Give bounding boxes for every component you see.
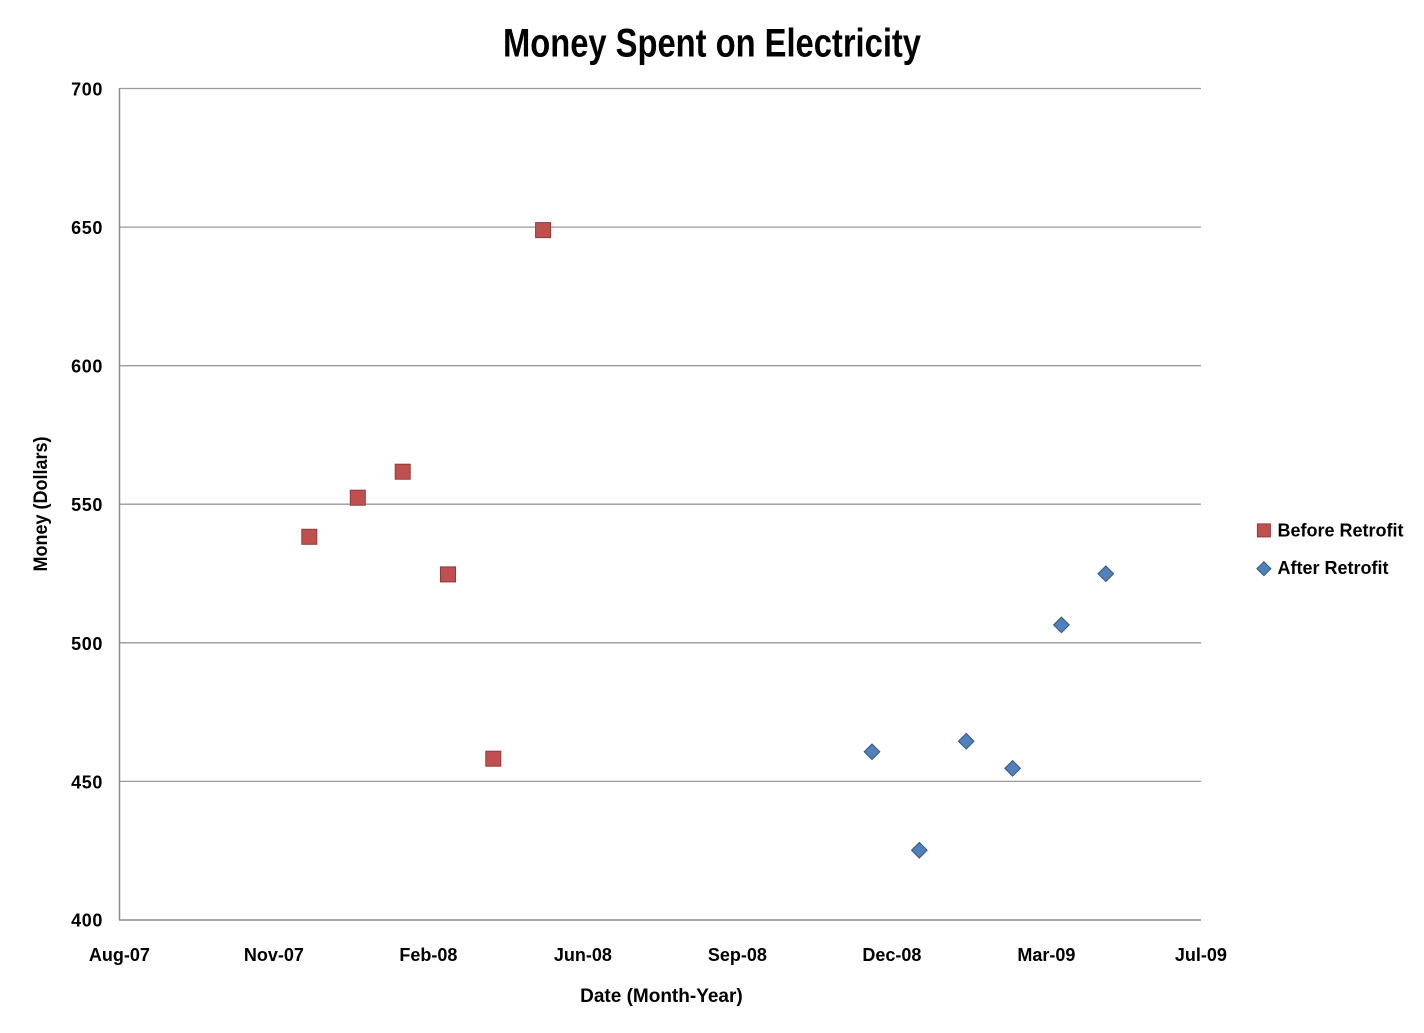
svg-text:Mar-09: Mar-09 [1017, 945, 1075, 965]
svg-text:600: 600 [71, 357, 103, 377]
svg-text:650: 650 [71, 218, 103, 238]
svg-text:Feb-08: Feb-08 [399, 945, 457, 965]
svg-text:550: 550 [71, 495, 103, 515]
svg-text:Jun-08: Jun-08 [554, 945, 612, 965]
svg-text:Jul-09: Jul-09 [1175, 945, 1227, 965]
svg-text:Before Retrofit: Before Retrofit [1278, 521, 1404, 541]
svg-text:700: 700 [71, 80, 103, 100]
svg-text:450: 450 [71, 772, 103, 792]
svg-text:Nov-07: Nov-07 [244, 945, 304, 965]
svg-text:Money Spent on Electricity: Money Spent on Electricity [503, 22, 922, 66]
svg-text:400: 400 [71, 911, 103, 931]
svg-text:After Retrofit: After Retrofit [1278, 558, 1389, 578]
svg-text:Dec-08: Dec-08 [862, 945, 921, 965]
svg-text:500: 500 [71, 634, 103, 654]
svg-text:Date (Month-Year): Date (Month-Year) [580, 986, 743, 1007]
svg-text:Aug-07: Aug-07 [89, 945, 150, 965]
svg-text:Money (Dollars): Money (Dollars) [31, 437, 52, 572]
svg-text:Sep-08: Sep-08 [708, 945, 767, 965]
